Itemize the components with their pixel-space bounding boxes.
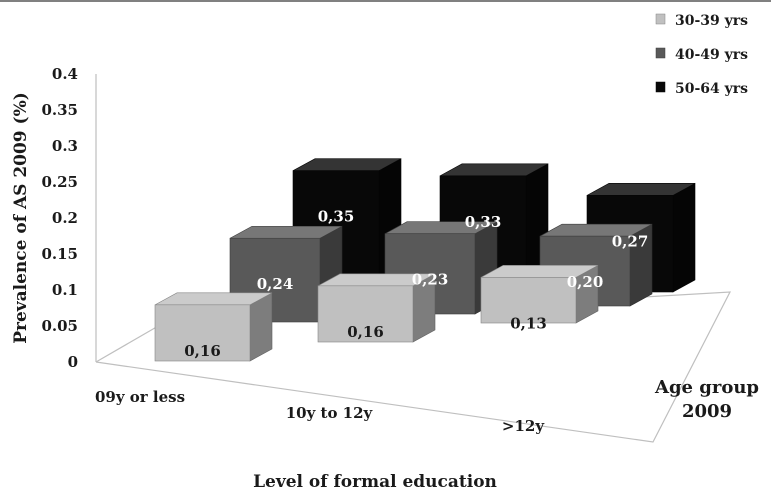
y-tick-label: 0.15: [41, 245, 78, 263]
data-label: 0,33: [465, 213, 502, 231]
legend-swatch: [655, 13, 666, 25]
data-label: 0,20: [567, 273, 604, 291]
floor-left: [95, 324, 161, 363]
data-label: 0,16: [347, 323, 384, 341]
bar-1-2: [317, 273, 436, 343]
legend-label: 50-64 yrs: [675, 81, 748, 97]
bar-1-1: [154, 292, 273, 362]
category-labels: 09y or less 10y to 12y >12y: [95, 388, 545, 435]
data-label: 0,24: [257, 275, 294, 293]
y-tick-label: 0.25: [41, 173, 78, 191]
data-label: 0,23: [412, 271, 449, 289]
y-tick-label: 0.1: [52, 281, 78, 299]
data-label: 0,13: [510, 314, 547, 332]
y-tick-label: 0.4: [52, 65, 78, 83]
bar-front-face: [317, 285, 414, 343]
depth-axis-title-line2: 2009: [682, 401, 732, 422]
legend: 30-39 yrs 40-49 yrs 50-64 yrs: [655, 13, 748, 97]
category-label: 10y to 12y: [286, 404, 374, 422]
bars: [154, 158, 696, 362]
y-tick-label: 0: [68, 353, 78, 371]
depth-axis-title-line1: Age group: [654, 377, 759, 398]
bar-front-face: [154, 304, 251, 362]
legend-swatch: [655, 81, 666, 93]
bar-front-face: [480, 277, 577, 324]
legend-label: 40-49 yrs: [675, 47, 748, 63]
x-axis-title: Level of formal education: [253, 472, 497, 491]
legend-label: 30-39 yrs: [675, 13, 748, 29]
bar-1-3: [480, 264, 599, 324]
category-label: >12y: [502, 417, 545, 435]
data-label: 0,27: [612, 232, 649, 250]
legend-swatch: [655, 47, 666, 59]
data-labels: 0,27 0,33 0,35 0,20 0,23 0,24 0,16 0,16 0,13: [184, 208, 648, 360]
y-axis-title: Prevalence of AS 2009 (%): [11, 92, 31, 344]
bar-side-face: [672, 182, 696, 293]
y-tick-label: 0.2: [52, 209, 78, 227]
category-label: 09y or less: [95, 388, 185, 406]
y-tick-labels: 0 0.05 0.1 0.15 0.2 0.25 0.3 0.35 0.4: [41, 65, 78, 371]
data-label: 0,16: [184, 342, 221, 360]
y-tick-label: 0.3: [52, 137, 78, 155]
y-tick-label: 0.05: [41, 317, 78, 335]
data-label: 0,35: [318, 208, 355, 226]
y-tick-label: 0.35: [41, 101, 78, 119]
